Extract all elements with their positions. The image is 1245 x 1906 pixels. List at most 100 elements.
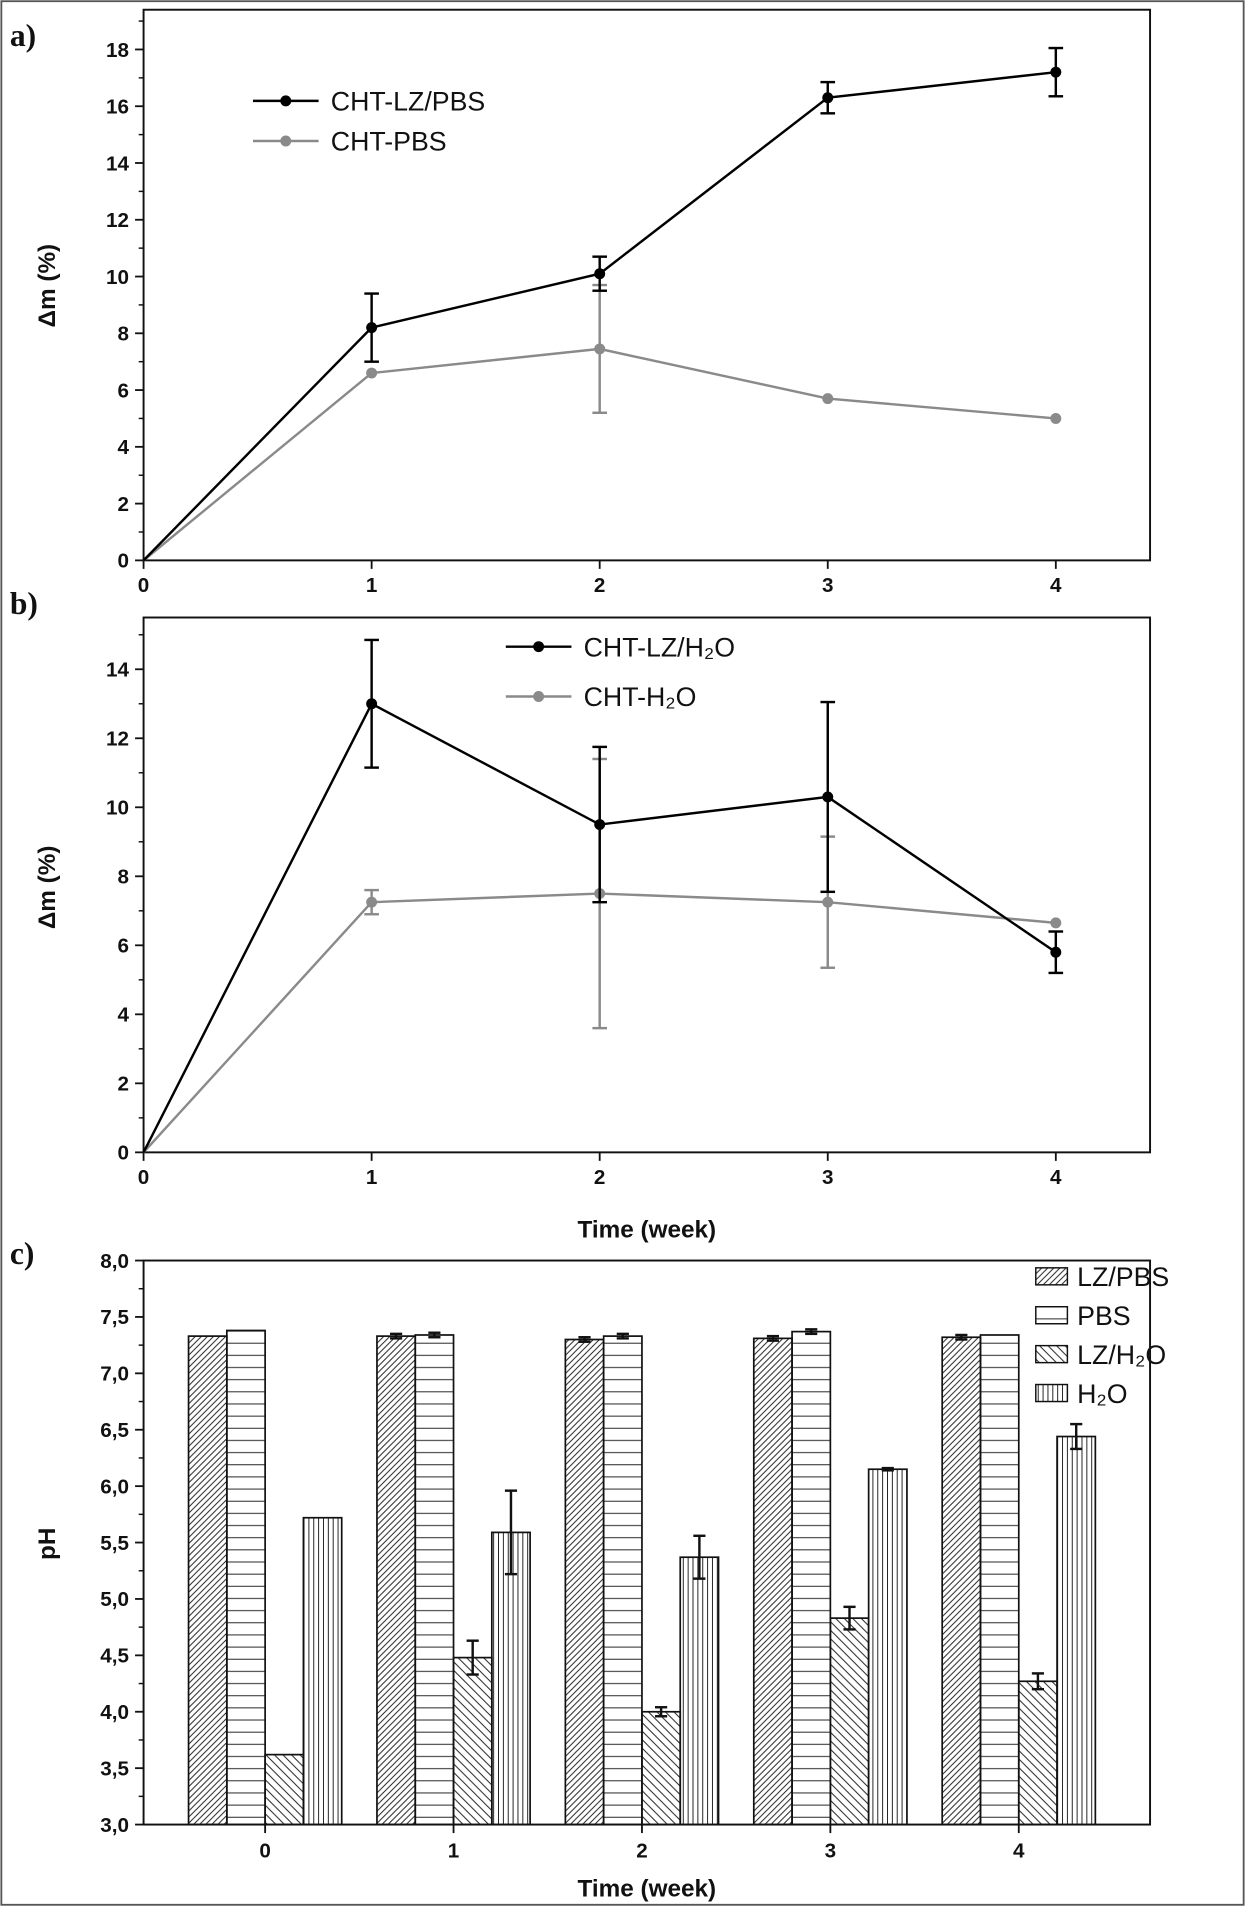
bar <box>829 1617 870 1826</box>
bar <box>302 1516 343 1826</box>
plot-frame <box>142 8 1152 562</box>
x-tick-label: 3 <box>822 1166 833 1189</box>
y-tick-label: 4,5 <box>100 1645 129 1668</box>
bar <box>187 1335 228 1826</box>
x-axis-label: Time (week) <box>577 1875 716 1902</box>
y-tick-label: 4,0 <box>100 1701 129 1724</box>
bar <box>452 1656 493 1826</box>
legend-marker <box>280 95 292 107</box>
bar <box>225 1329 266 1826</box>
x-tick-label: 4 <box>1050 574 1062 597</box>
chart-panel-2: c) 3,0 3,5 4,0 4,5 5,0 5,5 6,0 6,5 7,0 7,5 8,0 pH Tim… <box>10 1236 1169 1902</box>
y-tick-label: 18 <box>106 39 129 62</box>
legend-swatch <box>1035 1267 1069 1286</box>
x-tick-label: 0 <box>259 1839 271 1862</box>
legend-label: LZ/PBS <box>1077 1262 1169 1292</box>
y-tick-label: 7,5 <box>100 1306 129 1329</box>
y-tick-label: 3,0 <box>100 1814 129 1837</box>
x-tick-label: 2 <box>594 1166 606 1189</box>
legend-label: H₂O <box>1077 1379 1127 1409</box>
y-tick-label: 6,0 <box>100 1475 129 1498</box>
legend-label: CHT-H₂O <box>584 682 697 712</box>
y-tick-label: 10 <box>106 266 129 289</box>
y-tick-label: 0 <box>117 1142 128 1165</box>
x-tick-label: 4 <box>1050 1166 1062 1189</box>
data-point <box>366 698 378 710</box>
legend-label: CHT-LZ/H₂O <box>584 632 735 662</box>
y-tick-label: 2 <box>117 1073 128 1096</box>
bar <box>1017 1680 1058 1826</box>
data-point <box>594 343 606 355</box>
x-tick-label: 1 <box>366 1166 378 1189</box>
x-tick-label: 1 <box>366 574 378 597</box>
y-axis-label: Δm (%) <box>34 846 61 930</box>
y-tick-label: 8 <box>117 323 128 346</box>
data-point <box>822 393 834 405</box>
y-tick-label: 3,5 <box>100 1757 129 1780</box>
y-tick-label: 2 <box>117 493 128 516</box>
x-tick-label: 0 <box>138 574 150 597</box>
bar <box>867 1468 908 1826</box>
x-tick-label: 4 <box>1013 1839 1025 1862</box>
panel-label: b) <box>10 586 38 621</box>
data-point <box>1050 412 1062 424</box>
x-tick-label: 3 <box>825 1839 836 1862</box>
bar <box>414 1334 455 1826</box>
legend-marker <box>280 135 292 147</box>
data-point <box>822 896 834 908</box>
bar <box>490 1531 531 1826</box>
y-tick-label: 10 <box>106 797 129 820</box>
bar <box>979 1334 1020 1826</box>
y-tick-label: 12 <box>106 728 129 751</box>
bar <box>791 1330 832 1826</box>
legend-swatch <box>1035 1344 1069 1364</box>
legend-label: CHT-PBS <box>331 127 447 157</box>
data-point <box>366 322 378 334</box>
data-point <box>822 92 834 104</box>
bar <box>941 1336 982 1826</box>
x-axis-label: Time (week) <box>577 1216 716 1243</box>
bar <box>641 1710 682 1826</box>
data-point <box>366 367 378 379</box>
y-tick-label: 4 <box>117 436 129 459</box>
y-tick-label: 5,5 <box>100 1532 129 1555</box>
x-tick-label: 2 <box>594 574 606 597</box>
panel-label: c) <box>10 1236 35 1271</box>
bar <box>564 1338 605 1826</box>
y-tick-label: 16 <box>106 96 129 119</box>
data-point <box>1050 917 1062 929</box>
legend-label: CHT-LZ/PBS <box>331 87 485 117</box>
bar <box>264 1753 305 1826</box>
data-point <box>1050 946 1062 958</box>
plot-frame <box>142 616 1152 1154</box>
legend-marker <box>533 691 545 702</box>
bar <box>679 1556 720 1826</box>
y-tick-label: 14 <box>106 659 129 682</box>
legend-swatch <box>1035 1383 1069 1403</box>
bar <box>376 1335 417 1826</box>
data-point <box>594 268 606 280</box>
y-tick-label: 6 <box>117 935 128 958</box>
y-axis-label: Δm (%) <box>34 244 61 328</box>
y-tick-label: 8,0 <box>100 1250 129 1273</box>
bar <box>602 1335 643 1826</box>
y-tick-label: 8 <box>117 866 128 889</box>
y-tick-label: 4 <box>117 1004 129 1027</box>
bar <box>752 1337 793 1826</box>
legend-swatch <box>1035 1305 1069 1325</box>
y-tick-label: 14 <box>106 152 129 175</box>
x-tick-label: 2 <box>636 1839 647 1862</box>
y-axis-label: pH <box>34 1528 61 1560</box>
x-tick-label: 3 <box>822 574 833 597</box>
y-tick-label: 12 <box>106 209 129 232</box>
y-tick-label: 6 <box>117 379 128 402</box>
data-point <box>1050 66 1062 78</box>
legend-marker <box>533 641 545 653</box>
bar <box>1056 1435 1097 1826</box>
y-tick-label: 5,0 <box>100 1588 129 1611</box>
